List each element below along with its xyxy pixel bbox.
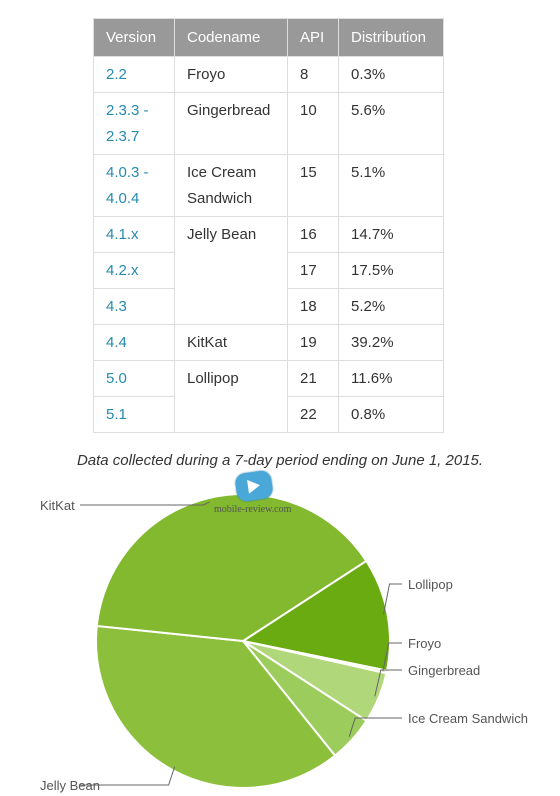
api-cell: 8: [287, 56, 339, 93]
table-row: 4.0.3 - 4.0.4 Ice Cream Sandwich 15 5.1%: [93, 154, 444, 217]
version-link[interactable]: 2.2: [93, 56, 175, 93]
distribution-cell: 5.6%: [338, 92, 444, 155]
version-link[interactable]: 2.3.3 - 2.3.7: [93, 92, 175, 155]
api-cell: 22: [287, 396, 339, 433]
distribution-cell: 11.6%: [338, 360, 444, 397]
version-link[interactable]: 4.1.x: [93, 216, 175, 253]
distribution-cell: 0.3%: [338, 56, 444, 93]
codename-cell: Froyo: [174, 56, 288, 93]
api-cell: 19: [287, 324, 339, 361]
distribution-pie-chart: Lollipop Froyo Gingerbread Ice Cream Sandwi…: [40, 493, 528, 793]
watermark-text: mobile-review.com: [214, 504, 292, 515]
api-cell: 16: [287, 216, 339, 253]
version-link[interactable]: 4.4: [93, 324, 175, 361]
codename-cell: KitKat: [174, 324, 288, 361]
distribution-cell: 5.2%: [338, 288, 444, 325]
table-row: 4.3 18 5.2%: [93, 288, 444, 325]
callout-line: [80, 766, 176, 786]
api-cell: 10: [287, 92, 339, 155]
pie-label: Ice Cream Sandwich: [408, 711, 528, 726]
callout-line: [383, 583, 402, 615]
table-row: 2.2 Froyo 8 0.3%: [93, 56, 444, 93]
pie-slice-lollipop: [240, 559, 391, 672]
header-version: Version: [93, 18, 175, 57]
version-link[interactable]: 5.1: [93, 396, 175, 433]
pie-label: Lollipop: [408, 577, 453, 592]
pie-label: Froyo: [408, 636, 441, 651]
distribution-cell: 5.1%: [338, 154, 444, 217]
callout-line: [348, 717, 402, 737]
distribution-cell: 0.8%: [338, 396, 444, 433]
version-link[interactable]: 4.3: [93, 288, 175, 325]
callout-line: [374, 669, 402, 697]
distribution-cell: 17.5%: [338, 252, 444, 289]
api-cell: 17: [287, 252, 339, 289]
header-codename: Codename: [174, 18, 288, 57]
pie-label: KitKat: [40, 498, 75, 513]
codename-cell: Jelly Bean: [174, 216, 288, 325]
api-cell: 21: [287, 360, 339, 397]
distribution-cell: 14.7%: [338, 216, 444, 253]
pie-label: Jelly Bean: [40, 778, 100, 793]
chart-caption: Data collected during a 7-day period end…: [76, 452, 484, 469]
table-header-row: Version Codename API Distribution: [93, 18, 444, 57]
version-link[interactable]: 4.0.3 - 4.0.4: [93, 154, 175, 217]
table-row: 4.4 KitKat 19 39.2%: [93, 324, 444, 361]
version-link[interactable]: 5.0: [93, 360, 175, 397]
codename-cell: Gingerbread: [174, 92, 288, 155]
pie-label: Gingerbread: [408, 663, 480, 678]
table-row: 2.3.3 - 2.3.7 Gingerbread 10 5.6%: [93, 92, 444, 155]
table-row: 5.1 22 0.8%: [93, 396, 444, 433]
table-row: 4.2.x 17 17.5%: [93, 252, 444, 289]
distribution-cell: 39.2%: [338, 324, 444, 361]
codename-cell: Lollipop: [174, 360, 288, 433]
version-link[interactable]: 4.2.x: [93, 252, 175, 289]
header-api: API: [287, 18, 339, 57]
callout-line: [382, 642, 402, 672]
table-row: 4.1.x Jelly Bean 16 14.7%: [93, 216, 444, 325]
codename-cell: Ice Cream Sandwich: [174, 154, 288, 217]
api-cell: 15: [287, 154, 339, 217]
pie-slice-jelly-bean: [95, 624, 337, 789]
api-cell: 18: [287, 288, 339, 325]
distribution-table: Version Codename API Distribution 2.2 Fr…: [93, 18, 444, 433]
table-row: 5.0 Lollipop 21 11.6%: [93, 360, 444, 433]
header-distribution: Distribution: [338, 18, 444, 57]
pie-slice-kitkat: [95, 493, 368, 643]
callout-line: [80, 501, 210, 506]
